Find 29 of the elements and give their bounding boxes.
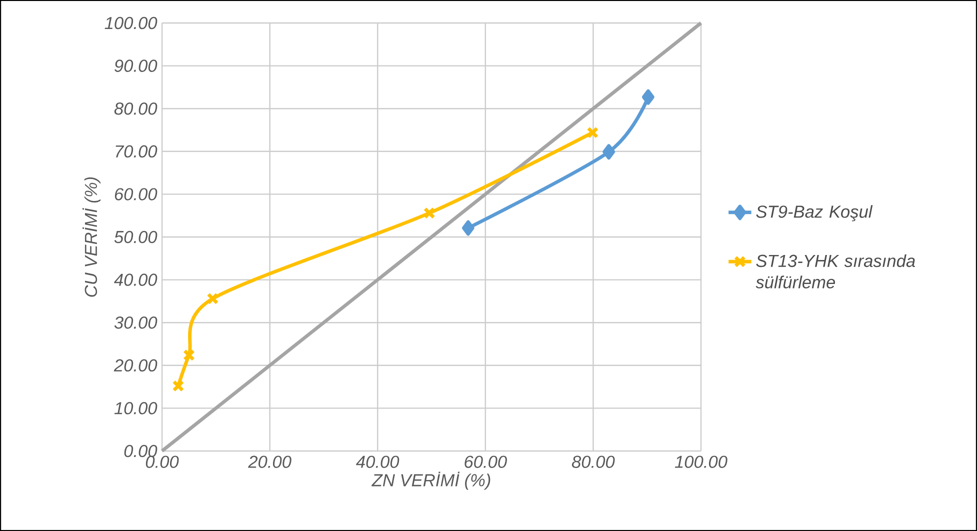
y-tick-label: 80.00 [114,102,158,115]
x-axis-title: ZN VERİMİ (%) [371,472,490,490]
y-axis-title: CU VERİMİ (%) [82,177,100,297]
point [206,292,219,305]
y-tick-label: 100.00 [104,16,158,30]
x-tick-label: 40.00 [356,456,400,468]
x-tick-label: 60.00 [464,456,507,468]
point [586,126,599,139]
y-tick-label: 60.00 [114,188,158,200]
y-tick-label: 0.00 [124,444,158,458]
y-tick-label: 90.00 [114,60,158,72]
point [642,89,654,105]
x-tick-label: 20.00 [248,456,292,468]
x-tick-label: 100.00 [674,456,728,468]
y-tick-label: 70.00 [116,145,158,158]
legend-label: ST13-YHK sırasında sülfürleme [756,254,916,288]
point [423,207,436,220]
point [602,144,616,160]
x-tick-label: 0.00 [146,456,179,468]
point [172,380,184,392]
point [462,220,474,236]
y-tick-label: 50.00 [114,230,158,244]
point [183,349,195,362]
y-tick-label: 10.00 [114,402,158,414]
x-tick-label: 80.00 [572,456,615,468]
y-tick-label: 30.00 [114,316,158,329]
y-tick-label: 20.00 [114,359,158,372]
y-tick-label: 40.00 [114,274,158,286]
legend-label: ST9-Baz Koşul [756,205,873,222]
